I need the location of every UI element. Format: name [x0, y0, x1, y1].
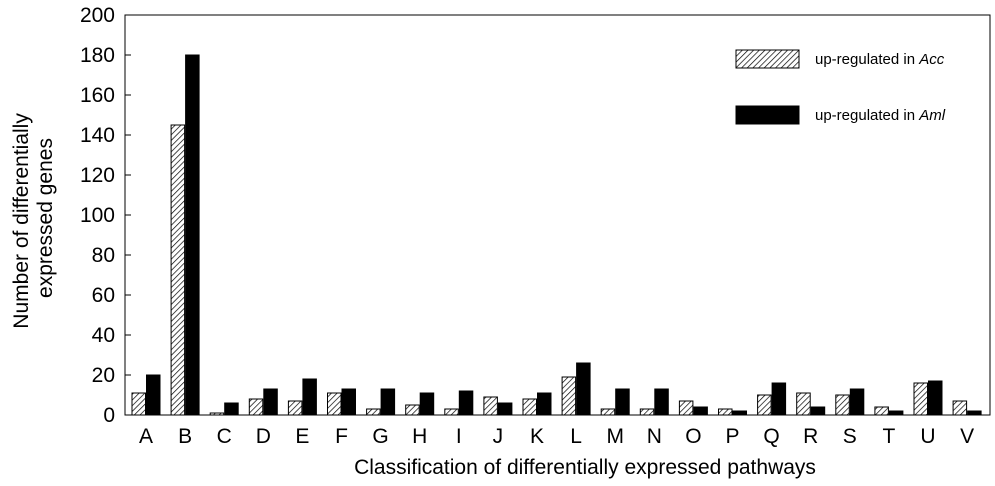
bar-acc-G	[366, 408, 381, 416]
x-tick-label: J	[493, 425, 504, 448]
x-tick-label: C	[217, 425, 232, 448]
bar-acc-J	[483, 396, 498, 416]
legend-label-acc-prefix: up-regulated in	[815, 51, 919, 68]
bar-acc-T	[874, 406, 889, 416]
y-tick-label: 100	[80, 204, 115, 227]
x-tick-label: Q	[763, 425, 779, 448]
x-tick-label: T	[882, 425, 895, 448]
y-axis-ticks: 0 20 40 60 80 100 120 140 160 180 200	[80, 4, 131, 427]
x-tick-label: I	[456, 425, 462, 448]
x-tick-label: H	[412, 425, 427, 448]
legend-label-acc-italic: Acc	[918, 51, 945, 68]
legend-label-acc: up-regulated in Acc	[815, 51, 945, 68]
bar-aml-O	[693, 406, 708, 416]
bar-aml-S	[849, 388, 865, 416]
legend-label-aml-italic: Aml	[918, 107, 946, 124]
legend: up-regulated in Acc up-regulated in Aml	[735, 49, 946, 125]
y-tick-label: 140	[80, 124, 115, 147]
x-tick-label: M	[606, 425, 624, 448]
y-axis-title-line-1: Number of differentially	[10, 113, 33, 329]
bar-acc-D	[248, 398, 264, 416]
bar-aml-R	[810, 406, 826, 416]
x-tick-label: N	[647, 425, 662, 448]
bar-acc-M	[600, 408, 616, 416]
plot-frame	[124, 14, 991, 416]
x-tick-label: E	[295, 425, 309, 448]
x-axis-title: Classification of differentially express…	[354, 456, 816, 479]
bar-aml-N	[654, 388, 669, 416]
bar-acc-H	[405, 404, 420, 416]
bar-acc-N	[639, 408, 655, 416]
y-tick-label: 0	[103, 404, 115, 427]
bar-aml-M	[615, 388, 630, 416]
bar-acc-P	[718, 408, 733, 416]
y-axis-title-line-2: expressed genes	[34, 138, 57, 298]
x-tick-label: F	[335, 425, 348, 448]
y-tick-label: 200	[80, 4, 115, 27]
x-tick-label: S	[843, 425, 857, 448]
bar-aml-D	[263, 388, 278, 416]
bar-acc-I	[444, 408, 459, 416]
bar-aml-F	[341, 388, 356, 416]
x-tick-label: L	[570, 425, 582, 448]
bar-aml-U	[928, 380, 943, 416]
bar-acc-O	[678, 400, 694, 416]
bar-acc-C	[209, 412, 225, 416]
bar-aml-T	[888, 410, 904, 416]
bar-aml-H	[419, 392, 435, 416]
bar-acc-A	[131, 392, 146, 416]
bar-acc-V	[952, 400, 968, 416]
bar-acc-U	[913, 382, 928, 416]
legend-swatch-acc	[735, 49, 800, 69]
bar-aml-C	[224, 402, 239, 416]
y-tick-label: 20	[92, 364, 115, 387]
bar-aml-K	[537, 392, 552, 416]
bar-acc-E	[287, 400, 303, 416]
y-axis-title: Number of differentially expressed genes	[10, 107, 57, 328]
bar-acc-B	[170, 124, 186, 416]
x-tick-label: V	[960, 425, 974, 448]
legend-label-aml-prefix: up-regulated in	[815, 107, 919, 124]
legend-swatch-aml	[735, 105, 800, 125]
bar-acc-S	[835, 394, 850, 416]
bar-aml-P	[732, 410, 747, 416]
bar-acc-F	[327, 392, 342, 416]
bar-aml-A	[146, 374, 161, 416]
x-tick-label: G	[372, 425, 388, 448]
bar-aml-L	[576, 362, 591, 416]
bars-group	[131, 54, 982, 416]
y-tick-label: 40	[92, 324, 115, 347]
x-tick-label: U	[920, 425, 935, 448]
bar-acc-R	[796, 392, 811, 416]
bar-aml-E	[302, 378, 317, 416]
x-tick-label: R	[803, 425, 818, 448]
x-tick-label: D	[256, 425, 271, 448]
bar-aml-B	[185, 54, 200, 416]
bar-aml-J	[497, 402, 513, 416]
bar-acc-K	[522, 398, 537, 416]
x-tick-label: B	[178, 425, 192, 448]
legend-label-aml: up-regulated in Aml	[815, 107, 946, 124]
y-tick-label: 160	[80, 84, 115, 107]
y-tick-label: 80	[92, 244, 115, 267]
x-tick-label: P	[725, 425, 739, 448]
bar-acc-L	[561, 376, 577, 416]
bar-aml-V	[967, 410, 982, 416]
y-tick-label: 120	[80, 164, 115, 187]
x-tick-label: K	[530, 425, 544, 448]
bar-acc-Q	[757, 394, 772, 416]
bar-aml-Q	[771, 382, 787, 416]
x-tick-label: A	[139, 425, 153, 448]
bar-aml-I	[458, 390, 474, 416]
bar-aml-G	[380, 388, 396, 416]
y-tick-label: 180	[80, 44, 115, 67]
y-tick-label: 60	[92, 284, 115, 307]
x-tick-label: O	[685, 425, 701, 448]
